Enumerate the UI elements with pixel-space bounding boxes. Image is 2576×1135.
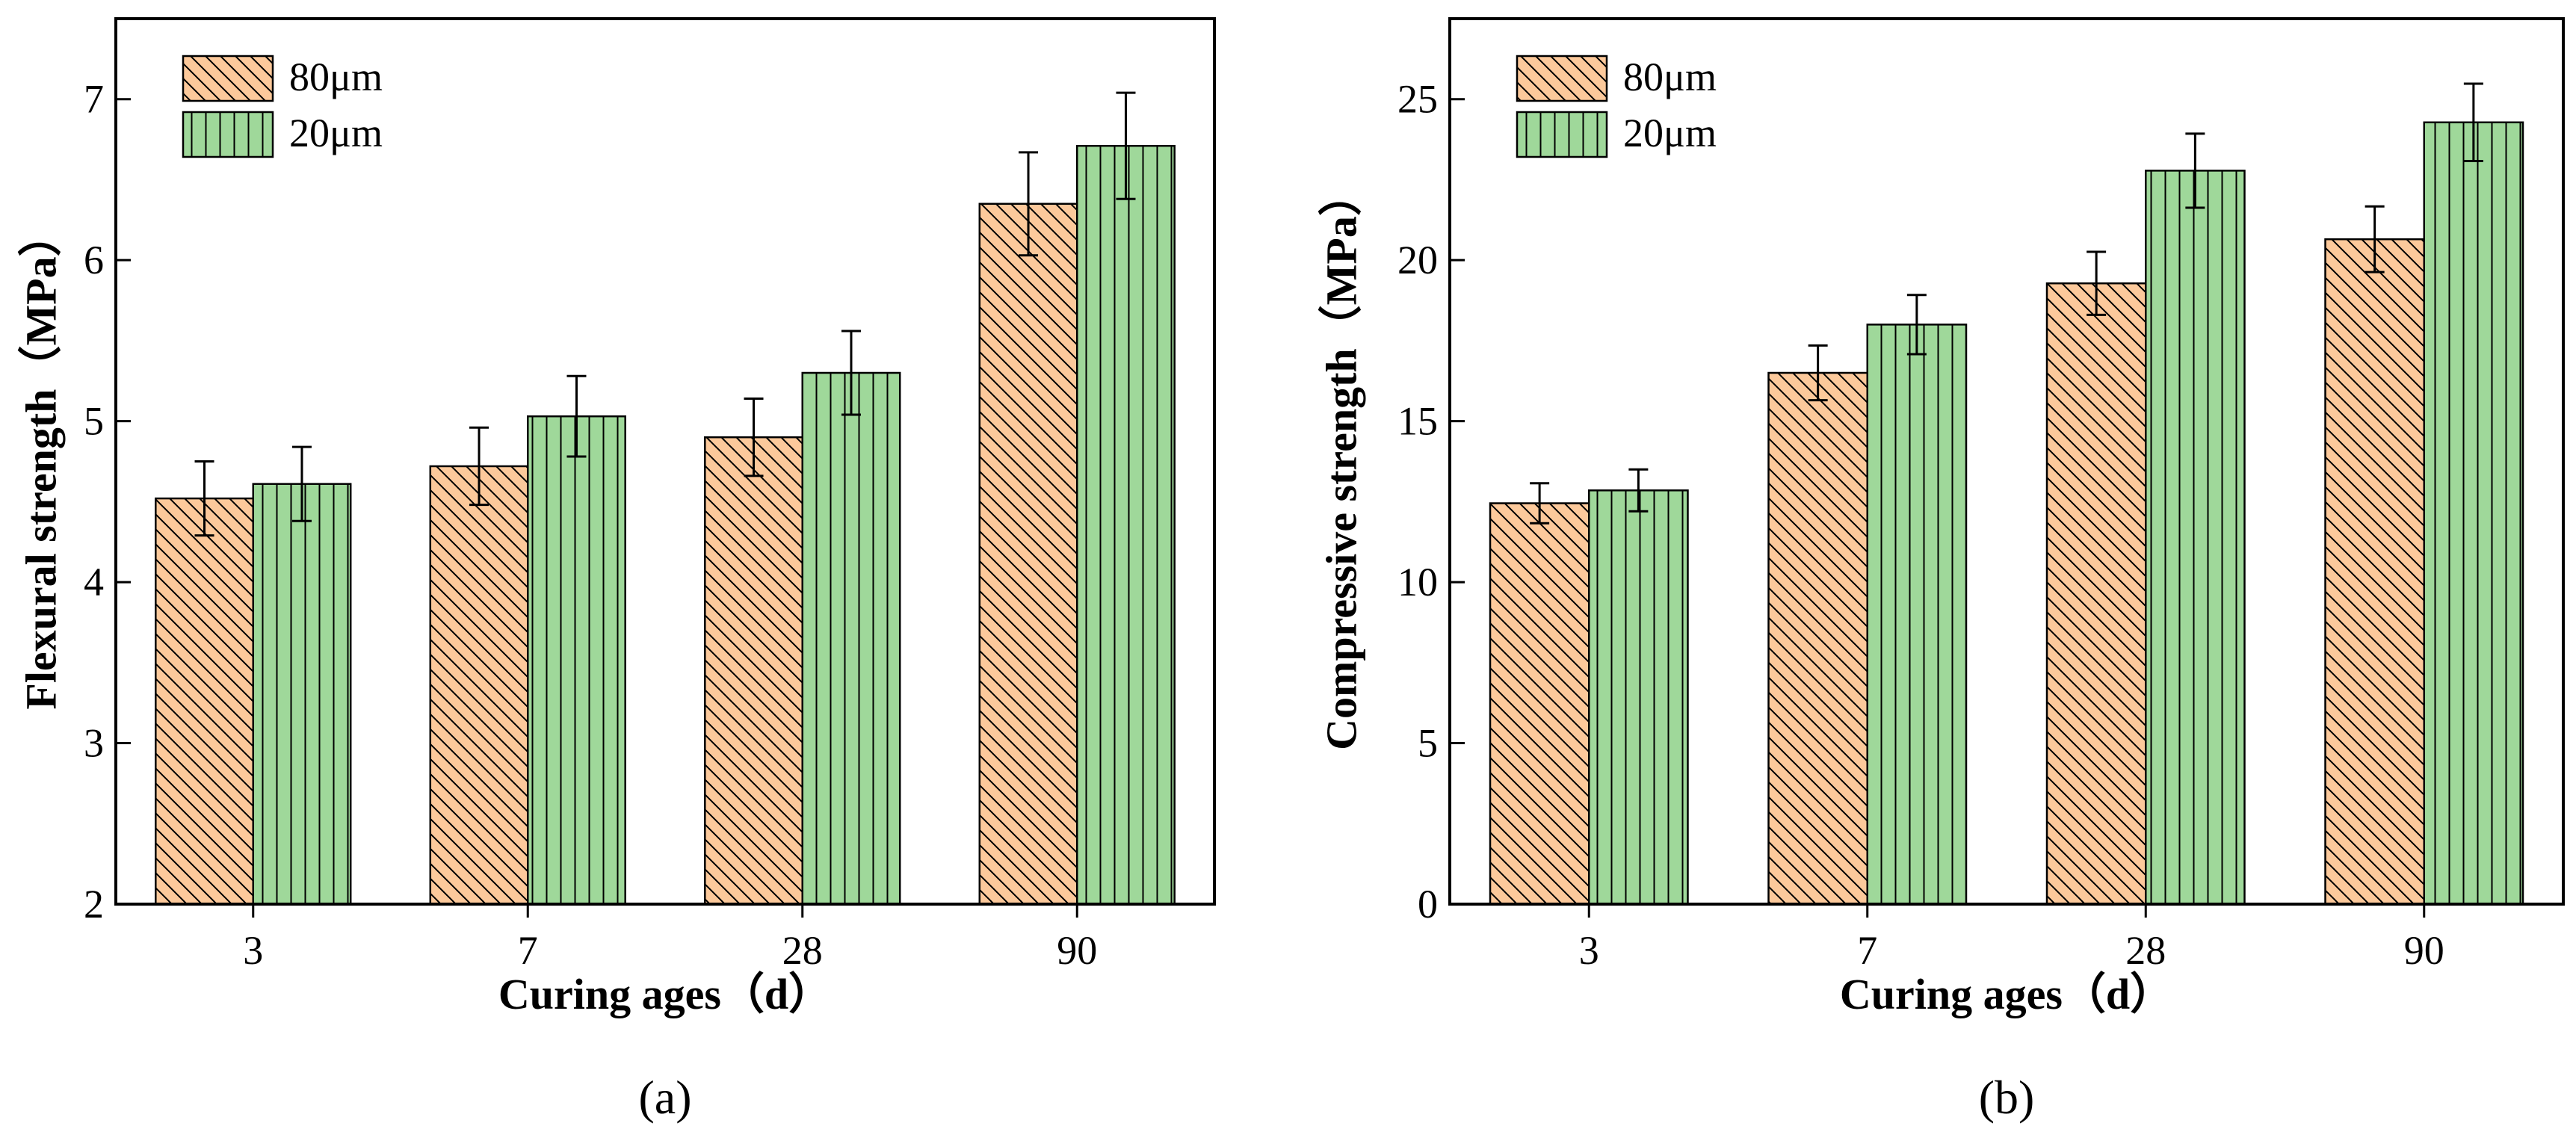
x-axis-title: Curing ages（d）	[1840, 970, 2173, 1018]
bar-80um-90	[2324, 238, 2425, 906]
bar-20um-3	[1588, 489, 1689, 906]
legend-swatch-80um	[1516, 55, 1608, 102]
bar-20um-3	[252, 483, 352, 906]
y-axis-title: Compressive strength（MPa）	[1318, 173, 1366, 750]
x-tick-label: 28	[782, 928, 823, 973]
error-bar-80um-3	[194, 460, 214, 537]
y-tick-label: 2	[84, 882, 104, 927]
y-tick-label: 0	[1418, 882, 1438, 927]
bar-20um-7	[1866, 324, 1968, 906]
error-bar-80um-90	[1019, 151, 1039, 257]
flexural-strength-chart: 2 3 4 5 6 7 3 7 28 90 80μm 20μm Curing ages（d） F…	[17, 17, 1216, 1124]
error-bar-80um-28	[744, 397, 764, 477]
legend-swatch-20um	[182, 111, 274, 158]
bar-80um-90	[978, 202, 1078, 906]
bar-20um-28	[2145, 170, 2246, 906]
y-ticks: 2 3 4 5 6 7	[84, 77, 131, 927]
y-tick-label: 20	[1397, 238, 1438, 282]
x-tick-label: 3	[1579, 928, 1599, 973]
error-bar-20um-7	[566, 374, 587, 458]
x-ticks: 3 7 28 90	[243, 904, 1097, 973]
y-tick-label: 25	[1397, 77, 1438, 122]
legend-label-80um: 80μm	[289, 55, 383, 99]
error-bar-20um-3	[1628, 468, 1649, 513]
bar-80um-7	[429, 465, 529, 906]
y-ticks: 0 5 10 15 20 25	[1397, 77, 1465, 927]
bar-20um-90	[2423, 121, 2524, 906]
x-tick-label: 7	[518, 928, 538, 973]
bar-80um-3	[1489, 502, 1590, 906]
error-bar-20um-28	[841, 330, 861, 416]
legend-swatch-20um	[1516, 111, 1608, 158]
legend-label-20um: 20μm	[1623, 111, 1717, 155]
bar-80um-3	[155, 497, 254, 906]
error-bar-20um-90	[2463, 82, 2483, 162]
y-tick-label: 10	[1397, 560, 1438, 604]
y-tick-label: 15	[1397, 399, 1438, 444]
x-tick-label: 3	[243, 928, 263, 973]
y-tick-label: 6	[84, 238, 104, 282]
x-tick-label: 7	[1857, 928, 1877, 973]
error-bar-20um-28	[2185, 132, 2205, 209]
error-bar-20um-90	[1116, 91, 1136, 200]
bar-20um-7	[527, 415, 626, 906]
panel-label: (a)	[638, 1071, 691, 1124]
bar-20um-28	[801, 371, 901, 906]
bar-80um-7	[1767, 371, 1868, 906]
y-tick-label: 7	[84, 77, 104, 122]
x-tick-label: 90	[2404, 928, 2444, 973]
plot-frame	[114, 17, 1216, 906]
error-bar-80um-7	[1808, 344, 1828, 402]
error-bar-80um-3	[1530, 482, 1550, 525]
error-bar-20um-7	[1906, 294, 1927, 356]
plot-frame	[1448, 17, 2565, 906]
y-tick-label: 5	[84, 399, 104, 444]
compressive-strength-chart: 0 5 10 15 20 25 3 7 28 90 80μm 20μm Curing ages（…	[1318, 17, 2565, 1124]
error-bar-20um-3	[291, 445, 312, 522]
x-tick-label: 90	[1057, 928, 1097, 973]
bar-80um-28	[704, 436, 803, 906]
x-ticks: 3 7 28 90	[1579, 904, 2444, 973]
y-axis-title: Flexural strength（MPa）	[17, 213, 66, 709]
x-tick-label: 28	[2125, 928, 2166, 973]
bar-80um-28	[2045, 282, 2147, 906]
legend-label-80um: 80μm	[1623, 55, 1717, 99]
legend-label-20um: 20μm	[289, 111, 383, 155]
y-tick-label: 4	[84, 560, 104, 604]
legend-swatch-80um	[182, 55, 274, 102]
legend: 80μm 20μm	[182, 55, 383, 158]
error-bar-80um-90	[2365, 205, 2385, 273]
bar-20um-90	[1076, 144, 1176, 906]
legend: 80μm 20μm	[1516, 55, 1717, 158]
y-tick-label: 5	[1418, 721, 1438, 766]
error-bars-group	[1530, 82, 2483, 525]
error-bar-80um-7	[469, 426, 489, 507]
panel-label: (b)	[1979, 1071, 2035, 1124]
bars-group	[1489, 121, 2524, 906]
error-bar-80um-28	[2087, 250, 2107, 316]
x-axis-title: Curing ages（d）	[498, 970, 832, 1018]
bars-group	[155, 144, 1176, 906]
y-tick-label: 3	[84, 721, 104, 766]
error-bars-group	[194, 91, 1136, 537]
